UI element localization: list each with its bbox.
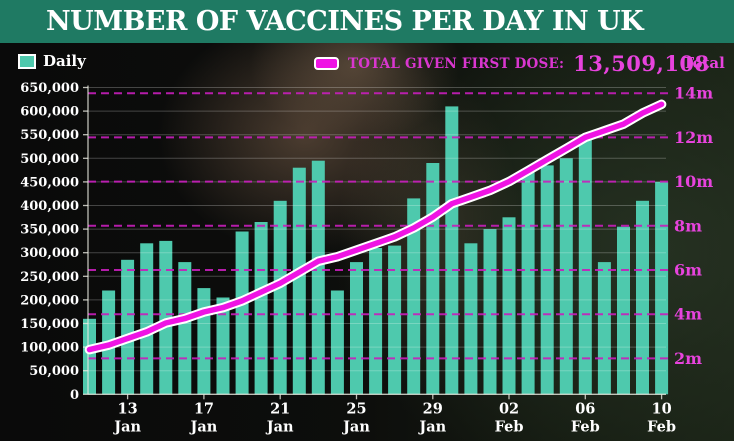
x-axis-label-day: 25 bbox=[346, 400, 366, 417]
x-axis-label-month: Jan bbox=[265, 418, 294, 435]
y-axis-label: 600,000 bbox=[20, 105, 79, 120]
daily-bar bbox=[636, 200, 649, 395]
daily-swatch-icon bbox=[18, 53, 36, 69]
y-axis-label: 400,000 bbox=[20, 199, 79, 214]
right-axis-label: 10m bbox=[674, 172, 713, 191]
total-dose-label: TOTAL GIVEN FIRST DOSE: bbox=[348, 55, 565, 72]
y-axis-label: 650,000 bbox=[20, 81, 79, 96]
y-axis-label: 200,000 bbox=[20, 293, 79, 308]
daily-bar bbox=[426, 163, 440, 395]
right-axis-title: Total bbox=[683, 54, 725, 72]
daily-bar bbox=[216, 297, 230, 395]
daily-bar bbox=[445, 106, 459, 395]
y-axis-label: 350,000 bbox=[20, 223, 79, 238]
y-axis-label: 450,000 bbox=[20, 175, 79, 190]
daily-bar bbox=[235, 231, 249, 395]
x-axis-label-month: Feb bbox=[495, 418, 524, 435]
right-axis-label: 8m bbox=[674, 216, 702, 235]
legend-total: TOTAL GIVEN FIRST DOSE: 13,509,108 bbox=[314, 51, 710, 76]
daily-bar bbox=[292, 167, 306, 395]
daily-bar bbox=[559, 158, 573, 395]
daily-bar bbox=[330, 290, 344, 395]
daily-bar bbox=[178, 262, 192, 395]
header: NUMBER OF VACCINES PER DAY IN UK bbox=[0, 0, 734, 43]
right-axis-label: 2m bbox=[674, 349, 702, 368]
daily-bar bbox=[597, 262, 611, 395]
x-axis-label-day: 21 bbox=[270, 400, 290, 417]
daily-bar bbox=[83, 318, 96, 395]
y-axis-label: 100,000 bbox=[20, 341, 79, 356]
daily-bar bbox=[502, 217, 516, 395]
y-axis-label: 300,000 bbox=[20, 246, 79, 261]
daily-bar bbox=[273, 200, 287, 395]
daily-bar bbox=[540, 165, 554, 395]
daily-bar bbox=[407, 198, 421, 395]
x-axis-label-month: Feb bbox=[647, 418, 676, 435]
x-axis-label-day: 17 bbox=[194, 400, 214, 417]
daily-bar bbox=[578, 137, 592, 395]
y-axis-label: 500,000 bbox=[20, 152, 79, 167]
right-axis-label: 6m bbox=[674, 261, 702, 280]
daily-bar bbox=[140, 243, 154, 395]
x-axis-label-day: 10 bbox=[652, 400, 672, 417]
y-axis-label: 50,000 bbox=[29, 364, 79, 379]
daily-bar bbox=[121, 259, 135, 395]
daily-bar bbox=[159, 240, 173, 395]
x-axis-label-day: 06 bbox=[575, 400, 595, 417]
x-axis-label-month: Feb bbox=[571, 418, 600, 435]
page-title: NUMBER OF VACCINES PER DAY IN UK bbox=[46, 6, 644, 37]
right-axis-label: 4m bbox=[674, 305, 702, 324]
x-axis-label-month: Jan bbox=[417, 418, 446, 435]
x-axis-label-month: Jan bbox=[341, 418, 370, 435]
right-axis-label: 12m bbox=[674, 128, 713, 147]
legend-daily: Daily bbox=[18, 52, 86, 70]
daily-bar bbox=[254, 222, 268, 395]
daily-bar bbox=[483, 229, 497, 395]
daily-bar bbox=[388, 245, 402, 395]
daily-bar bbox=[197, 288, 211, 395]
daily-label: Daily bbox=[43, 52, 86, 70]
total-line-swatch-icon bbox=[314, 57, 339, 70]
y-axis-label: 550,000 bbox=[20, 128, 79, 143]
x-axis-label-day: 29 bbox=[423, 400, 443, 417]
x-axis-label-day: 13 bbox=[118, 400, 138, 417]
y-axis-label: 150,000 bbox=[20, 317, 79, 332]
daily-bar bbox=[521, 172, 535, 395]
right-axis-label: 14m bbox=[674, 84, 713, 103]
x-axis-label-day: 02 bbox=[499, 400, 519, 417]
y-axis-label: 0 bbox=[70, 388, 79, 403]
daily-bar bbox=[350, 262, 363, 395]
daily-bar bbox=[617, 226, 630, 395]
x-axis-label-month: Jan bbox=[112, 418, 141, 435]
daily-bar bbox=[311, 160, 325, 395]
x-axis-label-month: Jan bbox=[189, 418, 218, 435]
total-line bbox=[86, 101, 665, 353]
daily-bar bbox=[464, 243, 478, 395]
y-axis-label: 250,000 bbox=[20, 270, 79, 285]
daily-bar bbox=[655, 181, 669, 395]
total-dose-value: 13,509,108 bbox=[573, 51, 710, 76]
